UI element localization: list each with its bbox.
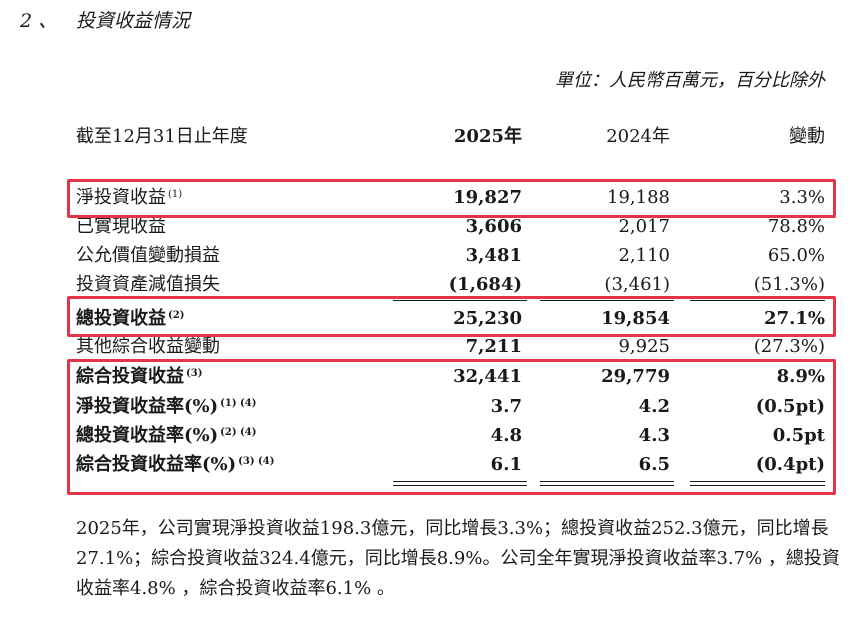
footnote-ref: (1) (4)	[220, 398, 257, 409]
table-row: 公允價值變動損益 3,481 2,110 65.0%	[0, 242, 865, 270]
value-2025: (1,684)	[448, 274, 522, 295]
value-change: (27.3%)	[753, 336, 825, 357]
value-2025: 7,211	[465, 336, 522, 357]
header-2024: 2024年	[606, 126, 670, 147]
table-row: 綜合投資收益率(%) (3) (4) 6.1 6.5 (0.4pt)	[0, 451, 865, 479]
value-2024: 9,925	[618, 336, 670, 357]
total-double-rule	[690, 481, 825, 486]
row-label: 淨投資收益率(%)	[76, 396, 219, 417]
subtotal-rule	[540, 300, 674, 301]
value-2025: 32,441	[453, 366, 522, 387]
header-change: 變動	[789, 126, 825, 147]
footnote-ref: (2) (4)	[220, 427, 257, 438]
table-row: 淨投資收益率(%) (1) (4) 3.7 4.2 (0.5pt)	[0, 393, 865, 421]
table-row: 已實現收益 3,606 2,017 78.8%	[0, 213, 865, 241]
highlight-box	[67, 296, 836, 337]
row-label: 其他綜合收益變動	[76, 336, 220, 357]
section-number: 2 、	[20, 10, 58, 32]
footnote-ref: (2)	[168, 310, 185, 321]
table-row: 總投資收益 (2) 25,230 19,854 27.1%	[0, 305, 865, 333]
table-row: 總投資收益率(%) (2) (4) 4.8 4.3 0.5pt	[0, 422, 865, 450]
value-change: 0.5pt	[772, 425, 825, 446]
table-row: 淨投資收益 (1) 19,827 19,188 3.3%	[0, 184, 865, 212]
value-2025: 3,481	[465, 245, 522, 266]
value-2025: 3.7	[490, 396, 522, 417]
table-header-row: 截至12月31日止年度 2025年 2024年 變動	[0, 123, 865, 151]
value-change: 65.0%	[767, 245, 825, 266]
value-change: 8.9%	[776, 366, 825, 387]
total-double-rule	[393, 481, 527, 486]
value-2024: 19,188	[607, 187, 670, 208]
value-change: (0.4pt)	[755, 454, 825, 475]
footnote-ref: (1)	[168, 189, 183, 200]
value-change: 27.1%	[764, 308, 825, 329]
unit-note: 單位：人民幣百萬元，百分比除外	[555, 70, 825, 91]
row-label: 總投資收益率(%)	[76, 425, 219, 446]
section-heading: 2 、投資收益情況	[20, 6, 190, 33]
header-2025: 2025年	[453, 126, 522, 147]
value-2024: 4.2	[638, 396, 670, 417]
value-2025: 3,606	[465, 216, 522, 237]
row-label: 已實現收益	[76, 216, 166, 237]
subtotal-rule	[393, 300, 527, 301]
value-2024: 6.5	[638, 454, 670, 475]
value-2024: 2,110	[618, 245, 670, 266]
total-double-rule	[540, 481, 674, 486]
value-2024: 4.3	[638, 425, 670, 446]
row-label: 淨投資收益	[76, 187, 166, 208]
row-label: 綜合投資收益	[76, 366, 184, 387]
table-row: 投資資產減值損失 (1,684) (3,461) (51.3%)	[0, 271, 865, 299]
value-change: 78.8%	[767, 216, 825, 237]
value-2025: 25,230	[453, 308, 522, 329]
value-change: (51.3%)	[753, 274, 825, 295]
row-label: 總投資收益	[76, 308, 166, 329]
value-2025: 6.1	[490, 454, 522, 475]
value-2025: 19,827	[453, 187, 522, 208]
value-2025: 4.8	[490, 425, 522, 446]
value-change: (0.5pt)	[755, 396, 825, 417]
value-change: 3.3%	[779, 187, 825, 208]
table-row: 綜合投資收益 (3) 32,441 29,779 8.9%	[0, 363, 865, 391]
table-row: 其他綜合收益變動 7,211 9,925 (27.3%)	[0, 333, 865, 361]
value-2024: 29,779	[601, 366, 670, 387]
footnote-ref: (3) (4)	[238, 456, 275, 467]
value-2024: 19,854	[601, 308, 670, 329]
section-title: 投資收益情況	[76, 10, 191, 32]
subtotal-rule	[690, 300, 825, 301]
row-label: 投資資產減值損失	[76, 274, 220, 295]
row-label: 綜合投資收益率(%)	[76, 454, 237, 475]
highlight-box	[67, 179, 836, 218]
header-label: 截至12月31日止年度	[76, 126, 248, 147]
summary-paragraph: 2025年，公司實現淨投資收益198.3億元，同比增長3.3%；總投資收益252…	[76, 518, 840, 599]
value-2024: (3,461)	[604, 274, 670, 295]
highlight-box	[67, 359, 836, 495]
footnote-ref: (3)	[186, 368, 203, 379]
row-label: 公允價值變動損益	[76, 245, 220, 266]
value-2024: 2,017	[618, 216, 670, 237]
